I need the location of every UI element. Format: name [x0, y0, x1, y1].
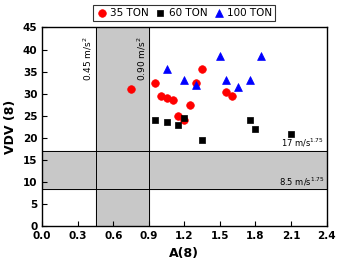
100 TON — [164, 67, 169, 72]
35 TON — [158, 94, 164, 98]
35 TON — [229, 94, 235, 98]
Text: 0.90 m/s$^{2}$: 0.90 m/s$^{2}$ — [135, 36, 148, 81]
100 TON — [235, 85, 240, 89]
60 TON — [164, 120, 169, 125]
Legend: 35 TON, 60 TON, 100 TON: 35 TON, 60 TON, 100 TON — [94, 5, 275, 21]
60 TON — [200, 138, 205, 142]
Bar — [42, 151, 326, 189]
35 TON — [188, 103, 193, 107]
X-axis label: A(8): A(8) — [169, 247, 199, 260]
35 TON — [128, 87, 134, 91]
60 TON — [152, 118, 157, 122]
35 TON — [223, 89, 228, 94]
35 TON — [200, 67, 205, 72]
Y-axis label: VDV (8): VDV (8) — [4, 100, 17, 154]
100 TON — [217, 54, 223, 58]
Text: 17 m/s$^{1.75}$: 17 m/s$^{1.75}$ — [281, 137, 324, 149]
60 TON — [182, 116, 187, 120]
35 TON — [176, 114, 181, 118]
35 TON — [182, 118, 187, 122]
100 TON — [223, 78, 228, 83]
Text: 8.5 m/s$^{1.75}$: 8.5 m/s$^{1.75}$ — [279, 175, 324, 187]
Bar — [96, 27, 149, 227]
100 TON — [259, 54, 264, 58]
35 TON — [170, 98, 175, 102]
100 TON — [193, 83, 199, 87]
60 TON — [288, 131, 294, 136]
60 TON — [176, 122, 181, 127]
100 TON — [182, 78, 187, 83]
60 TON — [247, 118, 252, 122]
35 TON — [193, 81, 199, 85]
60 TON — [253, 127, 258, 131]
35 TON — [164, 96, 169, 100]
35 TON — [152, 81, 157, 85]
100 TON — [247, 78, 252, 83]
Text: 0.45 m/s$^{2}$: 0.45 m/s$^{2}$ — [82, 36, 94, 81]
